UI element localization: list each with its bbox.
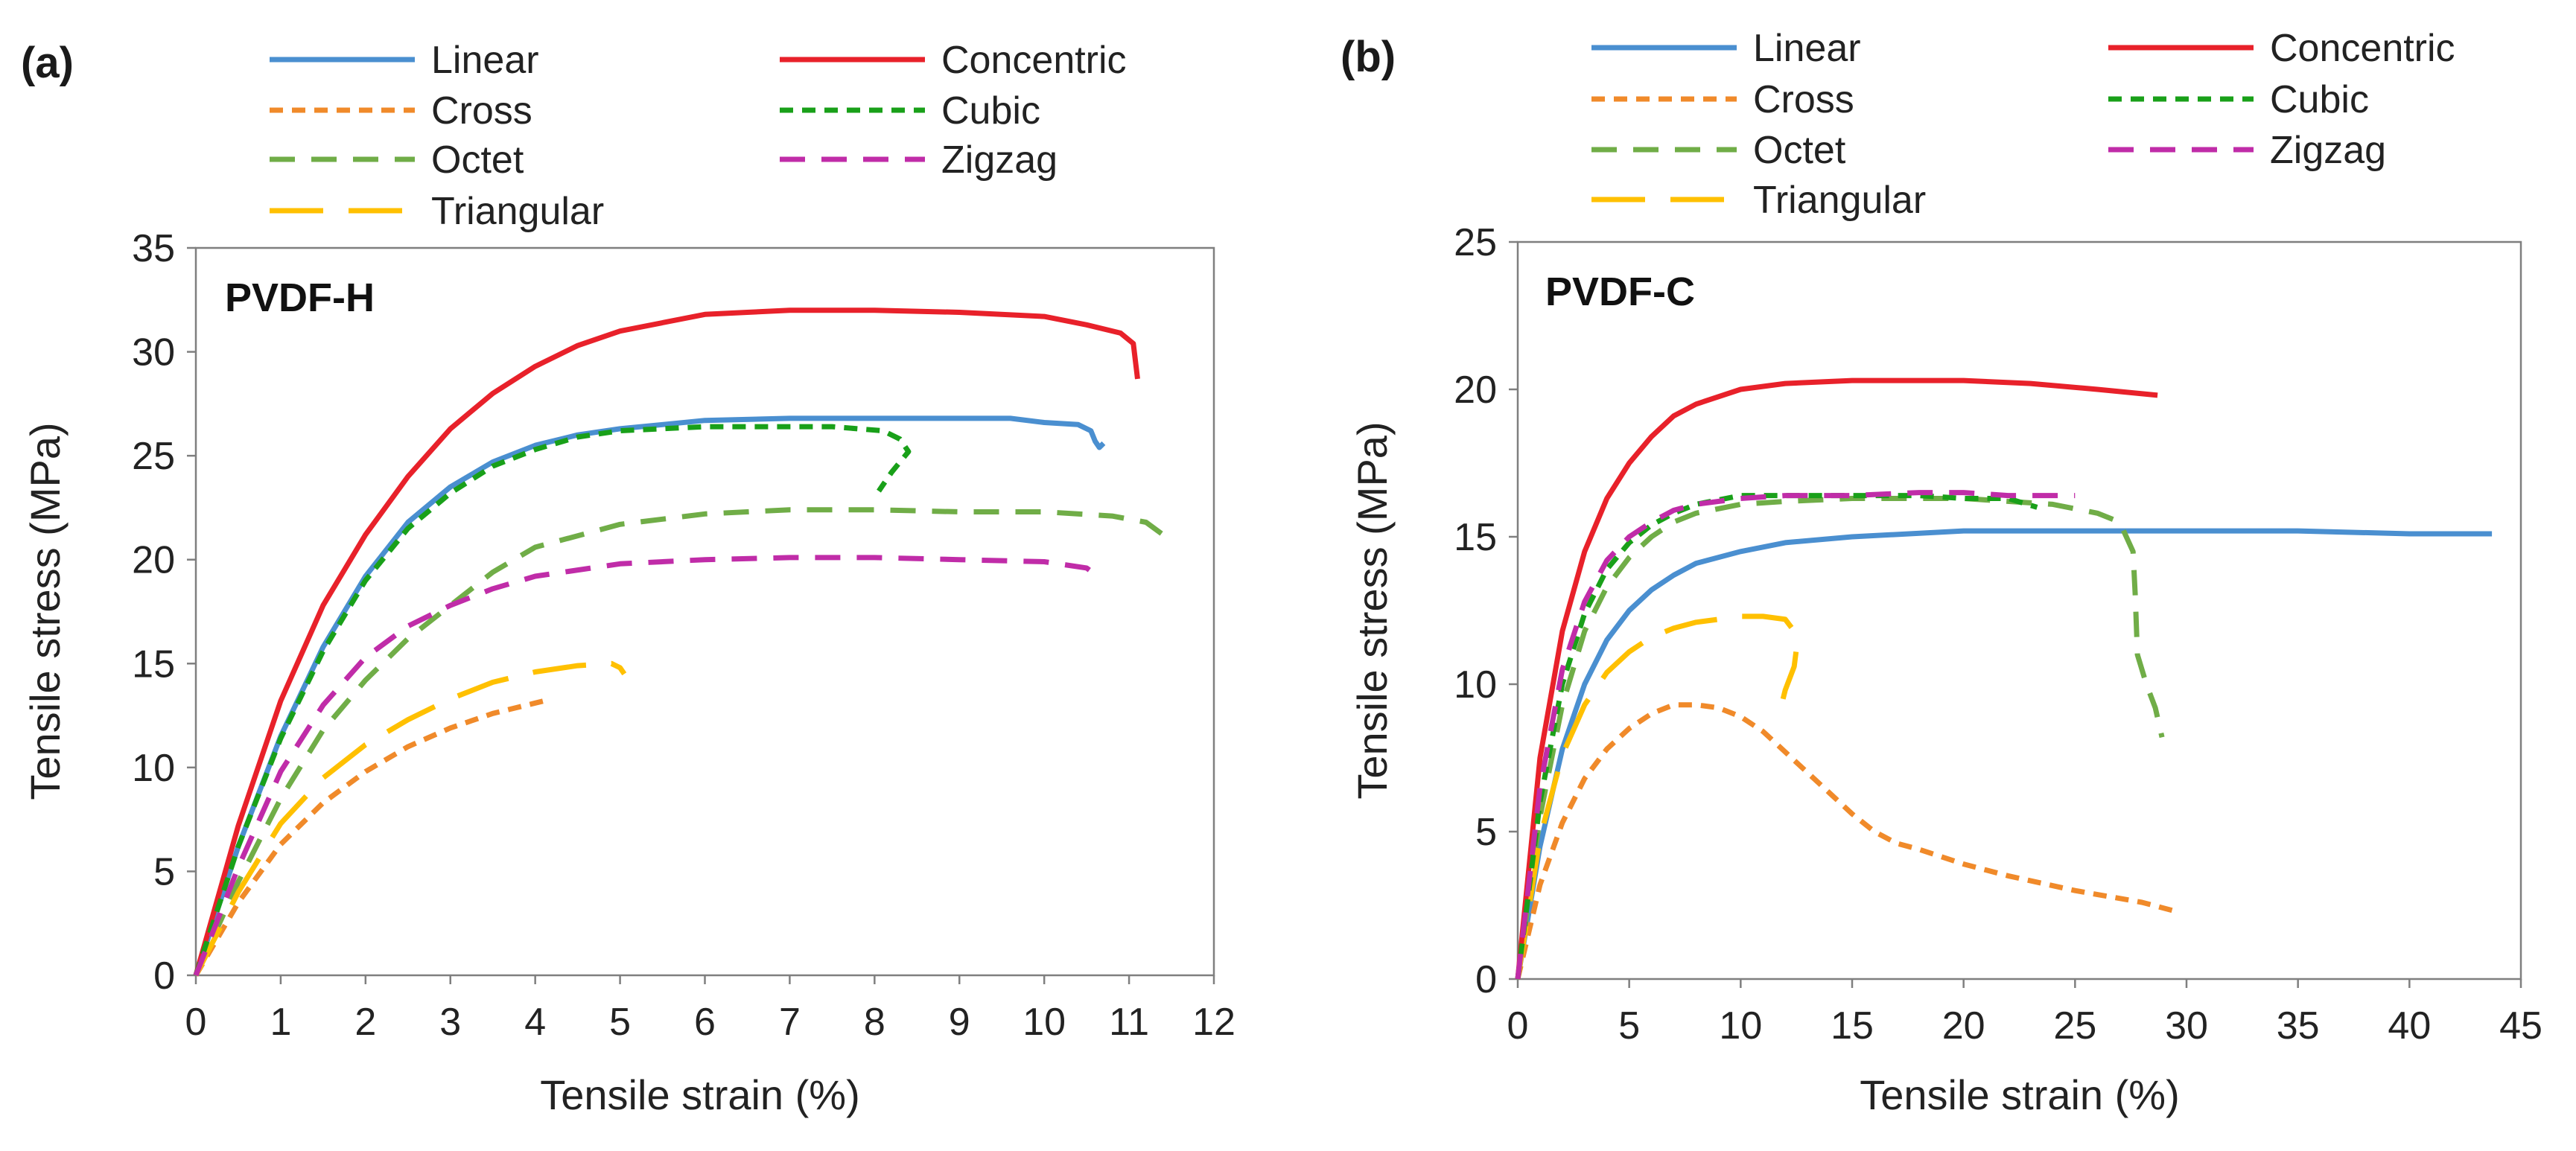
legend-label-concentric: Concentric (2270, 27, 2455, 70)
series-line-zigzag (193, 555, 1097, 977)
legend-item-triangular: Triangular (1591, 179, 1926, 222)
x-tick-label: 40 (2388, 1004, 2431, 1048)
y-tick-label: 10 (132, 747, 175, 790)
x-tick-label: 12 (1192, 1001, 1235, 1044)
series-line-triangular (193, 660, 627, 977)
x-tick-label: 25 (2053, 1004, 2096, 1048)
panel-label: (b) (1341, 33, 1396, 81)
legend-item-cubic: Cubic (780, 89, 1040, 133)
x-tick-label: 30 (2165, 1004, 2208, 1048)
y-tick-label: 30 (132, 331, 175, 374)
legend-label-zigzag: Zigzag (2270, 129, 2386, 172)
series-line-concentric (193, 307, 1140, 976)
series-line-triangular (1515, 613, 1799, 980)
x-tick-label: 5 (609, 1001, 631, 1044)
y-tick-label: 25 (132, 435, 175, 478)
legend-label-concentric: Concentric (941, 39, 1127, 82)
legend-item-cross: Cross (1591, 78, 1854, 121)
series-line-cross (1515, 702, 2176, 980)
panel-a: (a) Linear Concentric Cross Cubic Octet Zigzag… (21, 39, 1235, 1118)
series-line-octet (193, 507, 1165, 977)
x-axis-title: Tensile strain (%) (540, 1071, 859, 1118)
legend-item-concentric: Concentric (2108, 27, 2455, 70)
x-tick-label: 11 (1109, 1001, 1149, 1044)
x-tick-label: 3 (439, 1001, 461, 1044)
y-tick-label: 10 (1454, 663, 1497, 707)
series-line-cross (193, 698, 544, 977)
plot-title: PVDF-H (225, 275, 375, 320)
legend-item-cubic: Cubic (2108, 78, 2369, 121)
y-tick-label: 0 (153, 954, 175, 998)
panel-label: (a) (21, 39, 74, 87)
x-tick-label: 45 (2499, 1004, 2542, 1048)
x-tick-label: 10 (1023, 1001, 1066, 1044)
plot-title: PVDF-C (1545, 270, 1695, 314)
x-tick-label: 8 (864, 1001, 885, 1044)
legend-label-triangular: Triangular (431, 190, 604, 233)
legend-label-triangular: Triangular (1753, 179, 1926, 222)
y-tick-label: 25 (1454, 221, 1497, 264)
x-tick-label: 0 (1507, 1004, 1529, 1048)
x-tick-label: 2 (354, 1001, 376, 1044)
series-line-concentric (1515, 377, 2158, 980)
legend-item-octet: Octet (1591, 129, 1846, 172)
x-tick-label: 20 (1942, 1004, 1985, 1048)
x-tick-label: 7 (779, 1001, 801, 1044)
panel-b: (b) Linear Concentric Cross Cubic Octet Zigzag… (1341, 27, 2542, 1118)
y-tick-label: 20 (132, 539, 175, 582)
y-tick-label: 20 (1454, 369, 1497, 412)
x-tick-label: 6 (694, 1001, 716, 1044)
legend-item-cross: Cross (270, 89, 532, 133)
plot-frame (1516, 240, 2522, 981)
legend-label-cross: Cross (431, 89, 532, 133)
x-tick-label: 9 (949, 1001, 970, 1044)
x-tick-label: 4 (524, 1001, 546, 1044)
y-tick-label: 5 (153, 850, 175, 893)
y-tick-label: 15 (132, 643, 175, 686)
legend-label-octet: Octet (1753, 129, 1846, 172)
series-line-cubic (1515, 493, 2038, 980)
legend-label-linear: Linear (1753, 27, 1861, 70)
x-axis-title: Tensile strain (%) (1860, 1071, 2179, 1118)
x-tick-label: 5 (1618, 1004, 1640, 1048)
series-line-octet (1515, 496, 2165, 980)
legend-label-zigzag: Zigzag (941, 138, 1058, 182)
y-axis-title: Tensile stress (MPa) (22, 422, 69, 800)
x-tick-label: 1 (270, 1001, 291, 1044)
y-axis-title: Tensile stress (MPa) (1349, 421, 1396, 799)
legend-item-zigzag: Zigzag (780, 138, 1058, 182)
legend-label-cross: Cross (1753, 78, 1854, 121)
y-tick-label: 35 (132, 227, 175, 270)
x-tick-label: 0 (185, 1001, 207, 1044)
legend-item-linear: Linear (270, 39, 539, 82)
legend-item-linear: Linear (1591, 27, 1861, 70)
y-tick-label: 5 (1475, 811, 1497, 854)
legend-item-zigzag: Zigzag (2108, 129, 2386, 172)
series-line-cubic (193, 424, 912, 977)
legend-item-octet: Octet (270, 138, 524, 182)
y-tick-label: 15 (1454, 516, 1497, 559)
series-line-linear (1515, 528, 2493, 980)
legend-item-triangular: Triangular (270, 190, 604, 233)
legend-item-concentric: Concentric (780, 39, 1127, 82)
y-tick-label: 0 (1475, 958, 1497, 1001)
x-tick-label: 15 (1831, 1004, 1874, 1048)
legend-label-cubic: Cubic (941, 89, 1040, 133)
legend-label-octet: Octet (431, 138, 524, 182)
x-tick-label: 35 (2277, 1004, 2320, 1048)
series-line-zigzag (1515, 490, 2076, 980)
legend-label-linear: Linear (431, 39, 539, 82)
series-group (193, 307, 1165, 977)
legend-label-cubic: Cubic (2270, 78, 2369, 121)
series-group (1515, 377, 2493, 980)
x-tick-label: 10 (1719, 1004, 1762, 1048)
